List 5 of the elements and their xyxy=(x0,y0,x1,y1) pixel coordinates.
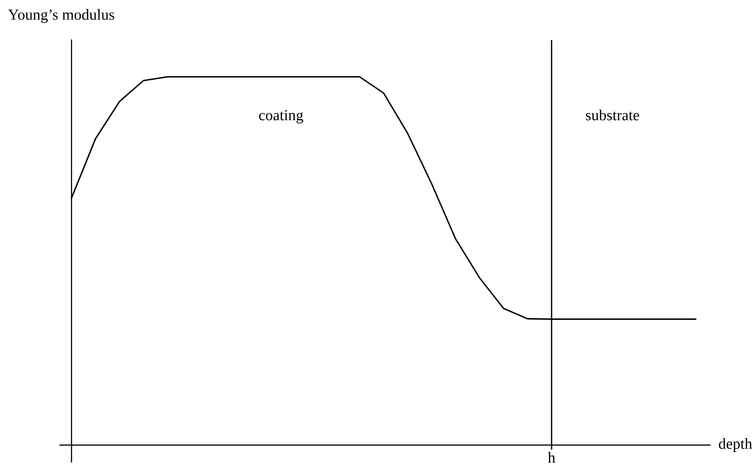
x-axis-title: depth xyxy=(718,438,752,452)
annotation: substrate xyxy=(586,110,640,120)
annotation: coating xyxy=(259,110,304,124)
text: h xyxy=(548,452,556,463)
y-axis-title: Young’s modulus xyxy=(8,9,114,23)
